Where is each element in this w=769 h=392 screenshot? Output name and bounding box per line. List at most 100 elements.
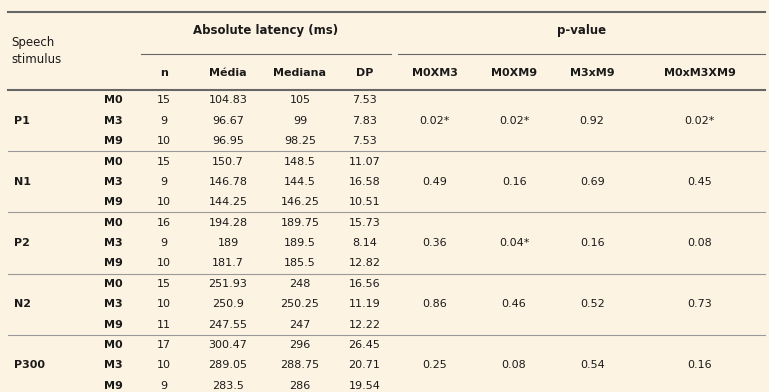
Text: 289.05: 289.05 xyxy=(208,360,248,370)
Text: 0.54: 0.54 xyxy=(580,360,604,370)
Text: 0.16: 0.16 xyxy=(687,360,712,370)
Text: 0.45: 0.45 xyxy=(687,177,712,187)
Text: 9: 9 xyxy=(160,116,168,126)
Text: 10: 10 xyxy=(157,360,171,370)
Text: 148.5: 148.5 xyxy=(284,156,316,167)
Text: 9: 9 xyxy=(160,381,168,391)
Text: 0.69: 0.69 xyxy=(580,177,604,187)
Text: 0.46: 0.46 xyxy=(501,299,527,309)
Text: M3: M3 xyxy=(105,116,123,126)
Text: P1: P1 xyxy=(14,116,30,126)
Text: N2: N2 xyxy=(14,299,31,309)
Text: 0.02*: 0.02* xyxy=(684,116,715,126)
Text: Média: Média xyxy=(209,69,247,78)
Text: 12.22: 12.22 xyxy=(348,319,381,330)
Text: 11: 11 xyxy=(157,319,171,330)
Text: 286: 286 xyxy=(289,381,311,391)
Text: 15: 15 xyxy=(157,95,171,105)
Text: 15: 15 xyxy=(157,279,171,289)
Text: 0.36: 0.36 xyxy=(422,238,447,248)
Text: DP: DP xyxy=(356,69,373,78)
Text: P2: P2 xyxy=(14,238,30,248)
Text: 0.04*: 0.04* xyxy=(499,238,529,248)
Text: M9: M9 xyxy=(105,258,123,269)
Text: p-value: p-value xyxy=(558,24,606,37)
Text: 0.02*: 0.02* xyxy=(499,116,529,126)
Text: 150.7: 150.7 xyxy=(212,156,244,167)
Text: M3: M3 xyxy=(105,238,123,248)
Text: 181.7: 181.7 xyxy=(212,258,244,269)
Text: 16.56: 16.56 xyxy=(348,279,381,289)
Text: 10.51: 10.51 xyxy=(348,197,381,207)
Text: M9: M9 xyxy=(105,197,123,207)
Text: 185.5: 185.5 xyxy=(284,258,316,269)
Text: 250.9: 250.9 xyxy=(212,299,244,309)
Text: 300.47: 300.47 xyxy=(208,340,248,350)
Text: 0.92: 0.92 xyxy=(580,116,604,126)
Text: 283.5: 283.5 xyxy=(212,381,244,391)
Text: M0: M0 xyxy=(105,218,123,228)
Text: 10: 10 xyxy=(157,136,171,146)
Text: 105: 105 xyxy=(289,95,311,105)
Text: 0.73: 0.73 xyxy=(687,299,712,309)
Text: 146.78: 146.78 xyxy=(208,177,248,187)
Text: 189.75: 189.75 xyxy=(281,218,319,228)
Text: 15.73: 15.73 xyxy=(348,218,381,228)
Text: 0.52: 0.52 xyxy=(580,299,604,309)
Text: M9: M9 xyxy=(105,381,123,391)
Text: 9: 9 xyxy=(160,238,168,248)
Text: M0: M0 xyxy=(105,340,123,350)
Text: 10: 10 xyxy=(157,299,171,309)
Text: Absolute latency (ms): Absolute latency (ms) xyxy=(193,24,338,37)
Text: 288.75: 288.75 xyxy=(281,360,319,370)
Text: 0.08: 0.08 xyxy=(687,238,712,248)
Text: M9: M9 xyxy=(105,136,123,146)
Text: 146.25: 146.25 xyxy=(281,197,319,207)
Text: 189.5: 189.5 xyxy=(284,238,316,248)
Text: 7.83: 7.83 xyxy=(352,116,377,126)
Text: 16.58: 16.58 xyxy=(348,177,381,187)
Text: M3xM9: M3xM9 xyxy=(570,69,614,78)
Text: 99: 99 xyxy=(293,116,307,126)
Text: 10: 10 xyxy=(157,258,171,269)
Text: 17: 17 xyxy=(157,340,171,350)
Text: N1: N1 xyxy=(14,177,31,187)
Text: M0: M0 xyxy=(105,95,123,105)
Text: M3: M3 xyxy=(105,360,123,370)
Text: 251.93: 251.93 xyxy=(208,279,248,289)
Text: M0XM3: M0XM3 xyxy=(411,69,458,78)
Text: 98.25: 98.25 xyxy=(284,136,316,146)
Text: M0: M0 xyxy=(105,156,123,167)
Text: 12.82: 12.82 xyxy=(348,258,381,269)
Text: 247.55: 247.55 xyxy=(208,319,248,330)
Text: 296: 296 xyxy=(289,340,311,350)
Text: M3: M3 xyxy=(105,177,123,187)
Text: Speech
stimulus: Speech stimulus xyxy=(12,36,62,66)
Text: 248: 248 xyxy=(289,279,311,289)
Text: 247: 247 xyxy=(289,319,311,330)
Text: 0.16: 0.16 xyxy=(501,177,527,187)
Text: 10: 10 xyxy=(157,197,171,207)
Text: 16: 16 xyxy=(157,218,171,228)
Text: M0: M0 xyxy=(105,279,123,289)
Text: 194.28: 194.28 xyxy=(208,218,248,228)
Text: 20.71: 20.71 xyxy=(348,360,381,370)
Text: 0.16: 0.16 xyxy=(580,238,604,248)
Text: 96.95: 96.95 xyxy=(212,136,244,146)
Text: Mediana: Mediana xyxy=(274,69,326,78)
Text: 0.86: 0.86 xyxy=(422,299,447,309)
Text: 7.53: 7.53 xyxy=(352,95,377,105)
Text: 144.25: 144.25 xyxy=(208,197,248,207)
Text: 11.19: 11.19 xyxy=(348,299,381,309)
Text: 26.45: 26.45 xyxy=(348,340,381,350)
Text: 189: 189 xyxy=(218,238,238,248)
Text: 0.02*: 0.02* xyxy=(419,116,450,126)
Text: 9: 9 xyxy=(160,177,168,187)
Text: 0.49: 0.49 xyxy=(422,177,447,187)
Text: M9: M9 xyxy=(105,319,123,330)
Text: 11.07: 11.07 xyxy=(348,156,381,167)
Text: n: n xyxy=(160,69,168,78)
Text: 19.54: 19.54 xyxy=(348,381,381,391)
Text: 15: 15 xyxy=(157,156,171,167)
Text: 0.25: 0.25 xyxy=(422,360,447,370)
